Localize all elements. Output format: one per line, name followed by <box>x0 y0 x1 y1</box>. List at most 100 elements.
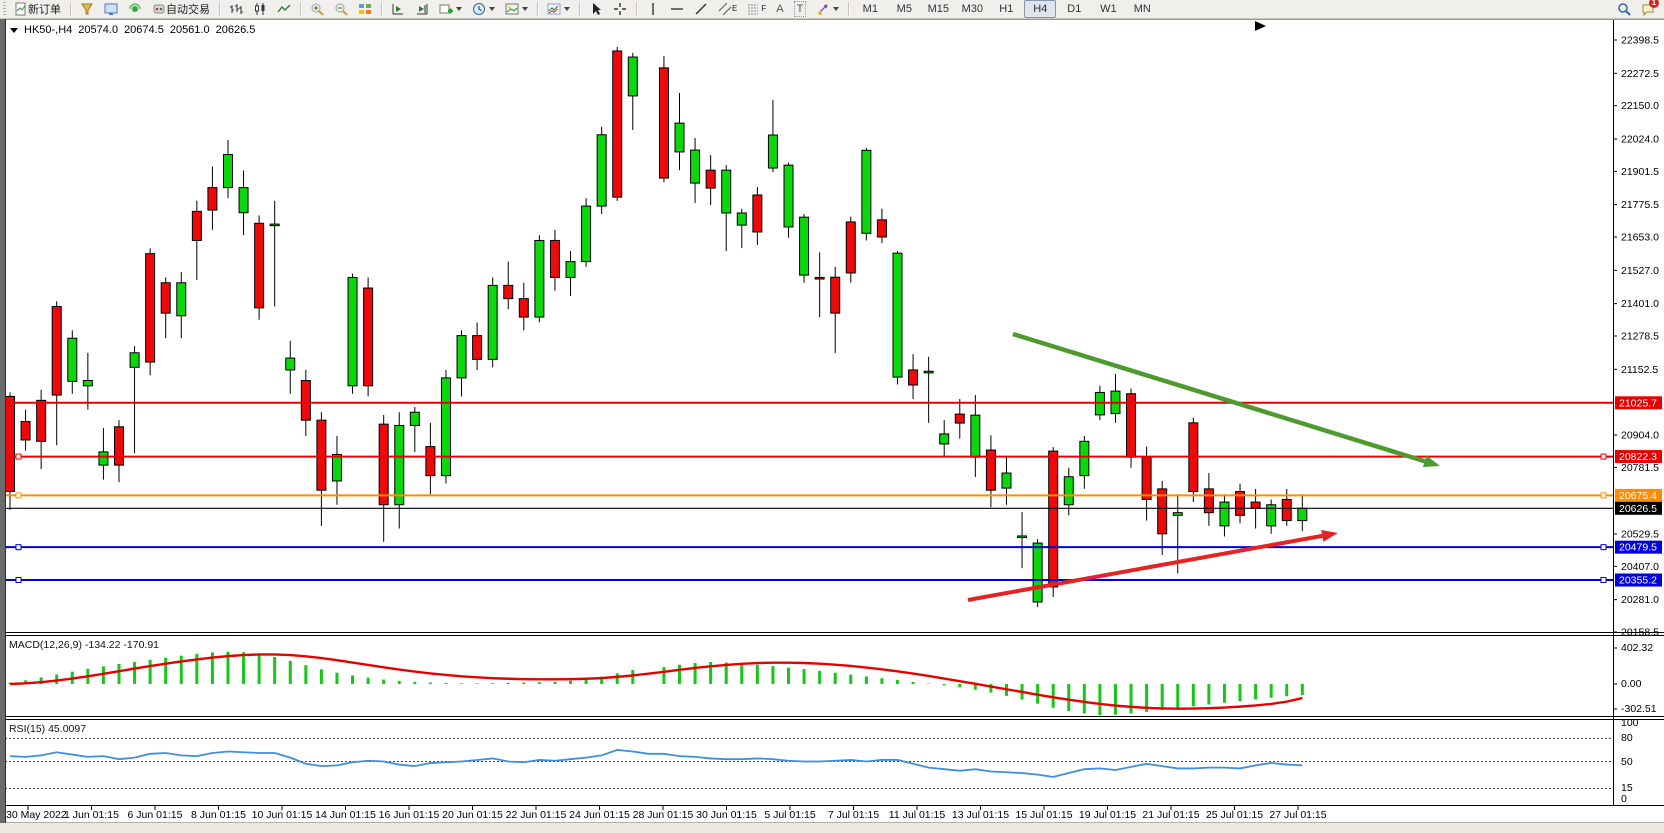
candle-body[interactable] <box>705 169 716 189</box>
zoom-in-button[interactable] <box>306 0 328 18</box>
candle-body[interactable] <box>1281 498 1292 522</box>
candle-body[interactable] <box>845 221 856 274</box>
timeframe-d1-button[interactable]: D1 <box>1067 3 1082 15</box>
timeframe-h4-button[interactable]: H4 <box>1024 0 1057 18</box>
candle-body[interactable] <box>1157 488 1168 535</box>
candle-body[interactable] <box>456 335 467 379</box>
date-axis-label[interactable]: 11 Jul 01:15 <box>889 809 946 821</box>
candle-body[interactable] <box>721 169 732 214</box>
timeframe-m15-button[interactable]: M15 <box>927 3 950 15</box>
candle-body[interactable] <box>830 276 841 314</box>
signals-button[interactable] <box>124 0 146 18</box>
candle-body[interactable] <box>767 134 778 169</box>
candlestick-chart-button[interactable] <box>249 0 271 18</box>
vertical-line-button[interactable] <box>642 0 664 18</box>
line-handle[interactable] <box>1600 453 1607 460</box>
date-axis-label[interactable]: 24 Jun 01:15 <box>569 809 630 821</box>
candle-body[interactable] <box>814 276 825 280</box>
red-trend-arrow-head[interactable] <box>1321 529 1338 542</box>
candle-body[interactable] <box>1250 501 1261 509</box>
candle-body[interactable] <box>1266 504 1277 527</box>
new-chart-button[interactable] <box>435 0 466 18</box>
fibonacci-button[interactable]: F <box>743 0 770 18</box>
candle-body[interactable] <box>269 223 280 227</box>
candle-body[interactable] <box>316 419 327 491</box>
candle-body[interactable] <box>1203 488 1214 514</box>
date-axis-label[interactable]: 28 Jun 01:15 <box>633 809 694 821</box>
candle-body[interactable] <box>954 413 965 424</box>
candle-body[interactable] <box>394 424 405 506</box>
candle-body[interactable] <box>472 335 483 360</box>
date-axis-label[interactable]: 20 Jun 01:15 <box>442 809 503 821</box>
candle-body[interactable] <box>1079 440 1090 477</box>
candle-body[interactable] <box>160 282 171 314</box>
shift-right-button[interactable] <box>411 0 433 18</box>
candle-body[interactable] <box>970 414 981 458</box>
date-axis-label[interactable]: 30 May 2022 <box>6 809 67 821</box>
bar-chart-button[interactable] <box>225 0 247 18</box>
candle-body[interactable] <box>690 149 701 184</box>
candle-body[interactable] <box>425 446 436 477</box>
candle-body[interactable] <box>82 380 93 387</box>
chat-button[interactable]: 1 <box>1637 0 1659 18</box>
line-handle[interactable] <box>1600 544 1607 551</box>
candle-body[interactable] <box>440 377 451 477</box>
template-button[interactable] <box>501 0 532 18</box>
candle-body[interactable] <box>1063 476 1074 506</box>
market-data-button[interactable] <box>76 0 98 18</box>
candle-body[interactable] <box>363 287 374 387</box>
autotrading-button[interactable]: 自动交易 <box>148 0 214 18</box>
horizontal-line-button[interactable] <box>666 0 688 18</box>
candle-body[interactable] <box>98 451 109 466</box>
candle-body[interactable] <box>222 154 233 189</box>
candle-body[interactable] <box>1219 501 1230 527</box>
chart-style-button[interactable] <box>543 0 574 18</box>
line-handle[interactable] <box>15 544 22 551</box>
candle-body[interactable] <box>238 187 249 214</box>
chart-shift-marker[interactable] <box>1255 21 1266 31</box>
candle-body[interactable] <box>409 411 420 426</box>
candle-body[interactable] <box>876 219 887 238</box>
date-axis-label[interactable]: 14 Jun 01:15 <box>315 809 376 821</box>
candle-body[interactable] <box>300 380 311 421</box>
line-handle[interactable] <box>15 492 22 499</box>
candle-body[interactable] <box>191 210 202 241</box>
candle-body[interactable] <box>1048 450 1059 588</box>
candle-body[interactable] <box>331 454 342 482</box>
channel-button[interactable]: E <box>714 0 741 18</box>
line-handle[interactable] <box>15 577 22 584</box>
search-button[interactable] <box>1613 0 1635 18</box>
candle-body[interactable] <box>503 284 514 300</box>
candle-body[interactable] <box>674 122 685 153</box>
timeframe-m5-button[interactable]: M5 <box>896 3 912 15</box>
timeframe-mn-button[interactable]: MN <box>1133 3 1151 15</box>
candle-body[interactable] <box>658 67 669 179</box>
date-axis-label[interactable]: 25 Jul 01:15 <box>1206 809 1263 821</box>
toolbar-grip[interactable] <box>3 2 6 16</box>
line-handle[interactable] <box>1600 492 1607 499</box>
cursor-button[interactable] <box>585 0 607 18</box>
date-axis-label[interactable]: 10 Jun 01:15 <box>252 809 313 821</box>
candle-body[interactable] <box>347 276 358 387</box>
candle-body[interactable] <box>145 253 156 363</box>
candle-body[interactable] <box>176 282 187 317</box>
candle-body[interactable] <box>1297 507 1308 522</box>
date-axis-label[interactable]: 15 Jul 01:15 <box>1015 809 1072 821</box>
candle-body[interactable] <box>549 239 560 278</box>
candle-body[interactable] <box>861 149 872 234</box>
line-chart-button[interactable] <box>273 0 295 18</box>
date-axis-label[interactable]: 8 Jun 01:15 <box>191 809 246 821</box>
date-axis-label[interactable]: 19 Jul 01:15 <box>1079 809 1136 821</box>
candle-body[interactable] <box>939 433 950 445</box>
new-order-button[interactable]: 新订单 <box>10 0 65 18</box>
candle-body[interactable] <box>487 284 498 360</box>
shapes-button[interactable] <box>812 0 843 18</box>
candle-body[interactable] <box>36 399 47 442</box>
green-trend-arrow[interactable] <box>1012 331 1426 464</box>
timeframe-w1-button[interactable]: W1 <box>1100 3 1117 15</box>
candle-body[interactable] <box>612 50 623 198</box>
trendline-button[interactable] <box>690 0 712 18</box>
candle-body[interactable] <box>736 212 747 226</box>
label-button[interactable]: T <box>790 0 811 18</box>
